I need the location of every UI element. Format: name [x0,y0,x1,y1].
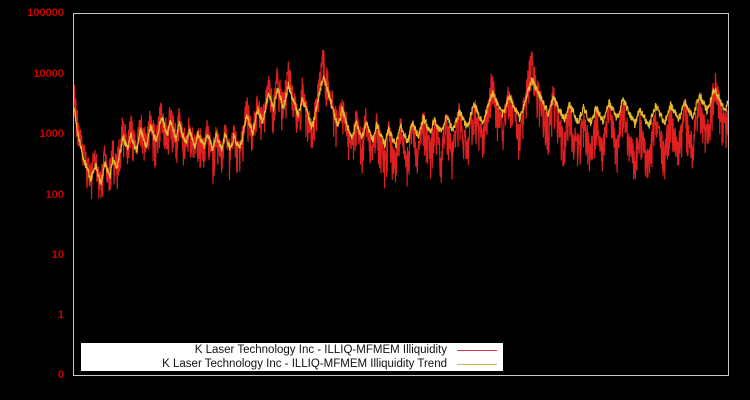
ytick-label-0: 0 [57,369,64,381]
ytick-label-100000: 100000 [27,7,64,19]
legend-label-illiquidity: K Laser Technology Inc - ILLIQ-MFMEM Ill… [194,344,447,356]
legend-label-illiquidity-trend: K Laser Technology Inc - ILLIQ-MFMEM Ill… [162,358,447,370]
series-path [74,75,728,186]
ytick-label-1000: 1000 [39,128,64,140]
legend-entry-illiquidity-trend[interactable]: K Laser Technology Inc - ILLIQ-MFMEM Ill… [162,357,499,371]
ytick-label-10000: 10000 [33,68,64,80]
ytick-label-1: 1 [57,309,64,321]
legend-swatch-illiquidity-trend [457,363,497,365]
plot-area-border [73,13,729,376]
series-path [74,49,728,200]
ytick-label-10: 10 [51,249,64,261]
legend-entry-illiquidity[interactable]: K Laser Technology Inc - ILLIQ-MFMEM Ill… [195,343,499,357]
legend-swatch-illiquidity [457,349,497,351]
chart-legend: K Laser Technology Inc - ILLIQ-MFMEM Ill… [81,343,503,371]
ytick-label-100: 100 [45,189,64,201]
series-layer [74,49,728,200]
